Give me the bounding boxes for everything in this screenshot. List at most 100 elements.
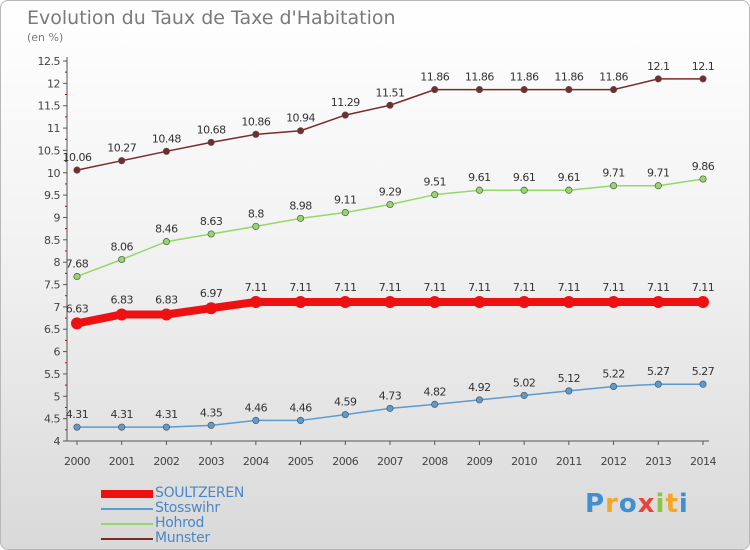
data-point xyxy=(610,86,618,94)
data-point xyxy=(610,182,618,190)
logo-letter: o xyxy=(618,489,638,519)
data-label: 7.11 xyxy=(379,281,402,294)
data-label: 5.27 xyxy=(647,365,670,378)
data-label: 7.11 xyxy=(602,281,625,294)
data-point xyxy=(162,423,170,431)
y-tick-label: 9.5 xyxy=(44,189,60,202)
legend-label: Stosswihr xyxy=(155,500,220,516)
data-point xyxy=(341,411,349,419)
data-label: 5.12 xyxy=(558,372,581,385)
data-label: 7.11 xyxy=(245,281,268,294)
data-point xyxy=(386,200,394,209)
x-tick-label: 2008 xyxy=(422,455,448,468)
data-label: 10.48 xyxy=(152,132,181,145)
data-point xyxy=(207,138,215,146)
data-label: 8.63 xyxy=(200,215,223,228)
data-point xyxy=(699,175,707,183)
data-label: 10.27 xyxy=(107,142,136,155)
data-point xyxy=(341,209,349,217)
data-point xyxy=(118,423,126,431)
data-label: 4.35 xyxy=(200,406,223,419)
data-label: 5.27 xyxy=(692,365,715,378)
data-point xyxy=(697,295,709,308)
data-label: 9.61 xyxy=(513,171,536,184)
logo-letter: x xyxy=(637,489,656,519)
data-point xyxy=(386,404,394,412)
y-tick-label: 8.5 xyxy=(44,234,60,247)
data-point xyxy=(565,186,573,194)
data-point xyxy=(207,230,215,238)
data-point xyxy=(654,380,662,388)
data-label: 4.59 xyxy=(334,396,357,409)
data-point xyxy=(73,423,81,431)
legend-swatch xyxy=(101,508,153,510)
data-point xyxy=(386,101,394,109)
legend-label: SOULTZEREN xyxy=(155,485,245,501)
data-label: 8.46 xyxy=(155,223,178,236)
data-label: 8.98 xyxy=(289,199,312,212)
data-point xyxy=(160,308,173,321)
logo-letter: i xyxy=(678,489,689,519)
x-tick-label: 2010 xyxy=(511,455,537,468)
data-label: 12.1 xyxy=(647,60,670,73)
data-point xyxy=(297,127,305,135)
data-point xyxy=(252,130,260,138)
data-label: 9.71 xyxy=(602,167,625,180)
data-point xyxy=(520,391,528,399)
data-point xyxy=(699,75,707,83)
y-tick-label: 5 xyxy=(54,390,61,403)
y-tick-label: 12 xyxy=(47,77,60,90)
data-point xyxy=(565,387,573,395)
data-label: 8.06 xyxy=(110,240,133,253)
data-label: 11.29 xyxy=(331,96,360,109)
x-tick-label: 2006 xyxy=(332,455,358,468)
data-point xyxy=(339,295,352,308)
x-tick-label: 2004 xyxy=(243,455,269,468)
data-label: 7.11 xyxy=(289,281,312,294)
data-label: 7.11 xyxy=(468,281,491,294)
x-tick-label: 2003 xyxy=(198,455,224,468)
data-label: 9.61 xyxy=(558,171,581,184)
logo-letter: P xyxy=(585,489,606,519)
x-tick-label: 2011 xyxy=(556,455,582,468)
data-label: 7.68 xyxy=(66,257,89,270)
data-label: 4.31 xyxy=(110,408,133,421)
logo-letter: t xyxy=(665,489,679,519)
data-label: 9.29 xyxy=(379,186,402,199)
data-label: 9.61 xyxy=(468,171,491,184)
data-label: 4.82 xyxy=(423,385,446,398)
data-label: 6.63 xyxy=(66,302,89,315)
data-point xyxy=(252,416,260,424)
legend-swatch xyxy=(101,538,153,540)
data-label: 9.11 xyxy=(334,194,357,207)
data-point xyxy=(71,317,83,330)
logo-letter: r xyxy=(605,489,619,519)
data-label: 9.86 xyxy=(692,160,715,173)
y-tick-label: 4.5 xyxy=(44,413,60,426)
proxiti-logo: Proxiti xyxy=(585,489,689,519)
data-label: 7.11 xyxy=(647,281,670,294)
data-point xyxy=(699,380,707,388)
data-label: 9.71 xyxy=(647,167,670,180)
data-point xyxy=(73,166,81,174)
data-label: 11.51 xyxy=(376,86,405,99)
legend-label: Munster xyxy=(155,530,210,546)
data-label: 7.11 xyxy=(692,281,715,294)
y-tick-label: 4 xyxy=(54,435,61,448)
data-point xyxy=(610,382,618,391)
data-point xyxy=(475,396,483,404)
data-point xyxy=(297,416,305,424)
data-label: 9.51 xyxy=(423,176,446,189)
data-point xyxy=(252,222,260,230)
data-point xyxy=(118,157,126,165)
data-label: 4.92 xyxy=(468,381,491,394)
data-point xyxy=(562,295,575,308)
x-tick-label: 2007 xyxy=(377,455,403,468)
data-label: 6.83 xyxy=(110,293,133,306)
data-label: 11.86 xyxy=(554,71,583,84)
legend-swatch xyxy=(101,523,153,525)
x-tick-label: 2014 xyxy=(690,455,716,468)
data-label: 7.11 xyxy=(513,281,536,294)
